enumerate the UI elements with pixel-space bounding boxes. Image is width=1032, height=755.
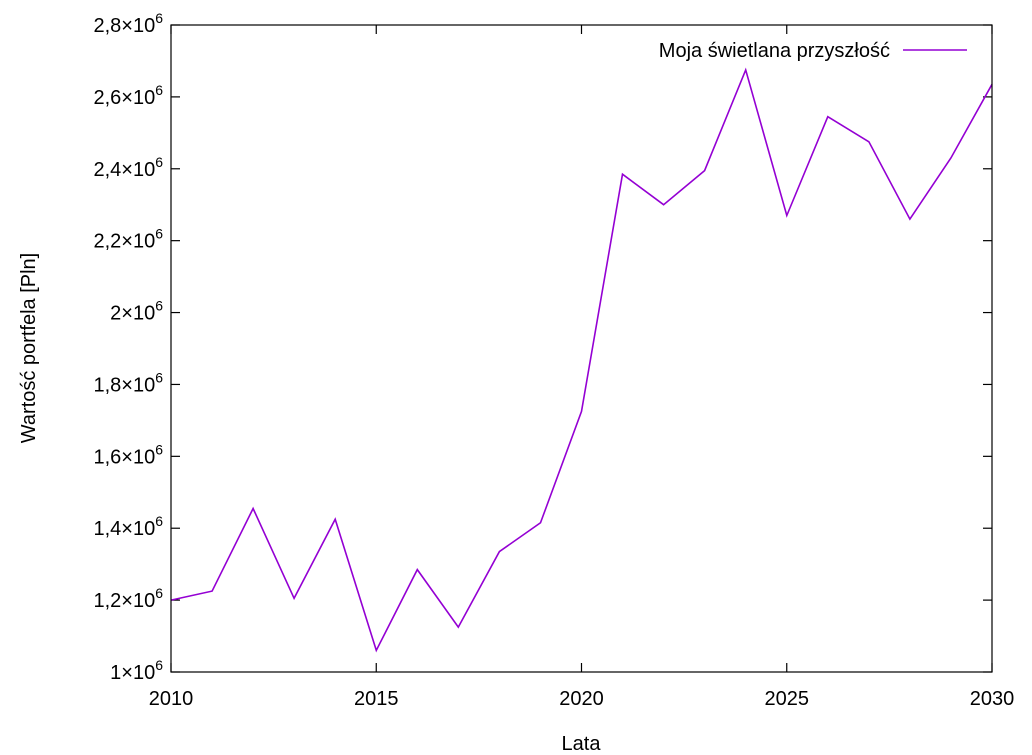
series-layer xyxy=(170,67,993,653)
x-axis-ticks: 2010 2015 2020 2025 2030 xyxy=(149,25,1015,710)
y-tick-label: 2×106 xyxy=(110,298,163,325)
x-tick-label: 2030 xyxy=(970,688,1015,710)
x-tick-label: 2020 xyxy=(559,688,604,710)
x-tick-label: 2025 xyxy=(765,688,810,710)
plot-frame xyxy=(170,24,993,673)
y-tick-label: 2,4×106 xyxy=(93,154,163,181)
x-tick-label: 2015 xyxy=(354,688,399,710)
y-tick-label: 1,8×106 xyxy=(93,369,163,396)
y-tick-label: 1,4×106 xyxy=(93,513,163,540)
legend-series-label: Moja świetlana przyszłość xyxy=(659,40,890,62)
x-axis-label: Lata xyxy=(562,733,602,755)
y-tick-label: 1×106 xyxy=(110,657,163,684)
y-tick-label: 1,6×106 xyxy=(93,441,163,468)
x-tick-label: 2010 xyxy=(149,688,194,710)
y-tick-label: 2,6×106 xyxy=(93,82,163,109)
y-tick-label: 2,2×106 xyxy=(93,226,163,253)
legend: Moja świetlana przyszłość xyxy=(659,40,967,62)
y-axis-ticks: 1×106 1,2×106 1,4×106 1,6×106 1,8×106 2×106 2,… xyxy=(93,10,992,684)
y-axis-label: Wartość portfela [Pln] xyxy=(18,253,40,443)
series-line xyxy=(170,67,993,653)
y-tick-label: 2,8×106 xyxy=(93,10,163,37)
y-tick-label: 1,2×106 xyxy=(93,585,163,612)
